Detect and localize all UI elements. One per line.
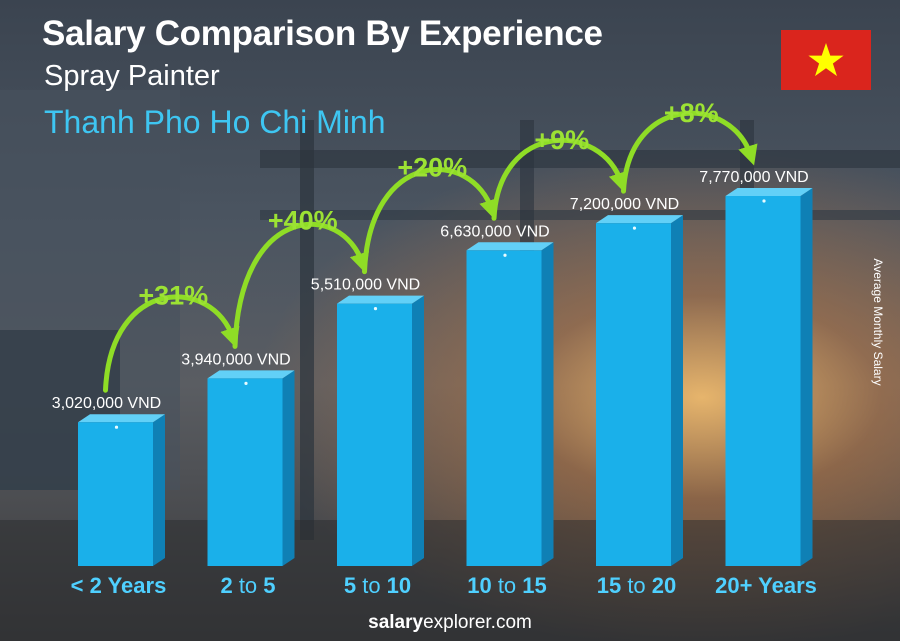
bar-highlight — [503, 253, 507, 257]
value-label: 3,940,000 VND — [181, 351, 290, 368]
value-label: 7,770,000 VND — [699, 169, 808, 186]
value-label: 5,510,000 VND — [311, 277, 420, 294]
increase-arrow — [362, 167, 499, 275]
bar-highlight — [632, 226, 637, 230]
increase-label: +8% — [664, 98, 719, 128]
y-axis-label: Average Monthly Salary — [871, 258, 885, 386]
bar — [207, 378, 283, 566]
bar-side — [412, 295, 424, 566]
bar-side — [800, 188, 813, 566]
bar-highlight — [373, 307, 378, 311]
category-label: 10 to 15 — [467, 573, 547, 598]
brand-rest: explorer.com — [423, 612, 532, 633]
bar-highlight — [114, 425, 119, 429]
bar-side — [671, 215, 683, 566]
bar — [596, 223, 671, 566]
star-icon — [808, 43, 844, 77]
bar — [466, 250, 542, 567]
increase-arrow — [621, 110, 758, 194]
category-label: 15 to 20 — [597, 573, 677, 598]
increase-arrow — [103, 294, 240, 393]
job-title: Spray Painter — [44, 60, 220, 92]
site-footer[interactable]: salaryexplorer.com — [0, 612, 900, 634]
bar-side — [541, 242, 554, 567]
bar — [78, 422, 153, 566]
bar-top — [337, 295, 424, 304]
increase-arrow — [491, 137, 628, 221]
bar-top — [596, 215, 683, 224]
category-label: 5 to 10 — [344, 573, 411, 598]
increase-label: +40% — [268, 206, 338, 236]
bar-top — [207, 370, 295, 379]
bar — [725, 196, 801, 566]
increase-arrow — [232, 221, 369, 349]
category-label: 2 to 5 — [220, 573, 275, 598]
value-label: 6,630,000 VND — [440, 223, 549, 240]
bar-side — [282, 370, 295, 566]
bar-top — [725, 188, 813, 196]
bar-highlight — [244, 381, 248, 385]
vietnam-flag — [781, 30, 871, 90]
category-label: 20+ Years — [715, 573, 817, 598]
bar-side — [153, 414, 165, 566]
location-label: Thanh Pho Ho Chi Minh — [44, 104, 386, 140]
bar-top — [78, 414, 165, 423]
chart-title: Salary Comparison By Experience — [42, 14, 603, 53]
increase-label: +31% — [138, 280, 208, 310]
bar-highlight — [762, 199, 766, 203]
increase-label: +9% — [534, 125, 589, 155]
value-label: 7,200,000 VND — [570, 196, 679, 213]
bar — [337, 303, 412, 566]
value-label: 3,020,000 VND — [52, 395, 161, 412]
brand-bold: salary — [368, 612, 424, 633]
bar-top — [466, 242, 554, 251]
increase-label: +20% — [397, 152, 467, 182]
category-label: < 2 Years — [71, 573, 167, 598]
